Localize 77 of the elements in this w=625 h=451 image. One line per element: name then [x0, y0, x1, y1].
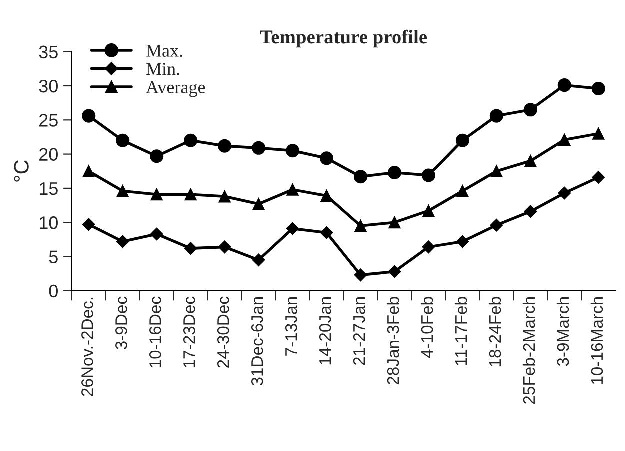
- point: [286, 144, 300, 158]
- point: [490, 218, 504, 232]
- point: [388, 265, 402, 278]
- point: [456, 235, 470, 248]
- point: [320, 152, 334, 166]
- point: [558, 78, 572, 92]
- point: [82, 218, 96, 232]
- point: [116, 185, 129, 198]
- y-tick-label: 25: [40, 114, 58, 127]
- y-tick-label: 20: [40, 148, 58, 162]
- point: [82, 109, 96, 123]
- y-tick-label: 15: [40, 182, 58, 196]
- x-tick-label: 21-27Jan: [353, 298, 366, 366]
- point: [184, 134, 198, 148]
- point: [422, 240, 436, 254]
- x-tick-label: 10-16Dec: [150, 296, 162, 368]
- point: [252, 141, 266, 155]
- legend-label: Average: [146, 81, 206, 98]
- point: [354, 220, 367, 232]
- x-tick-label: 3-9March: [556, 298, 570, 366]
- point: [150, 188, 163, 201]
- point: [490, 109, 504, 123]
- legend-label: Max.: [146, 44, 182, 58]
- x-tick-label: 18-24Feb: [488, 297, 502, 367]
- point: [320, 226, 334, 240]
- point: [150, 150, 164, 164]
- x-tick-label: 25Feb-2March: [522, 298, 536, 404]
- point: [116, 134, 130, 148]
- chart-title: Temperature profile: [260, 30, 428, 48]
- point: [422, 204, 435, 218]
- x-tick-label: 4-10Feb: [420, 297, 434, 358]
- point: [354, 268, 368, 282]
- x-tick-label: 7-13Jan: [285, 298, 298, 356]
- x-tick-label: 28Jan-3Feb: [386, 297, 400, 385]
- y-tick-label: 30: [39, 80, 58, 93]
- y-tick-label: 10: [40, 216, 58, 230]
- point: [218, 139, 232, 153]
- point: [524, 205, 538, 218]
- point: [524, 155, 537, 168]
- point: [116, 235, 130, 248]
- y-tick-label: 5: [49, 250, 58, 264]
- point: [252, 198, 265, 210]
- point: [320, 190, 333, 202]
- y-tick-label: 35: [39, 46, 58, 59]
- x-tick-label: 3-9Dec: [116, 296, 128, 350]
- point: [252, 254, 266, 267]
- x-tick-label: 31Dec-6Jan: [251, 298, 264, 386]
- x-tick-label: 11-17Feb: [454, 297, 468, 366]
- y-tick-label: 0: [49, 284, 58, 298]
- point: [286, 184, 299, 196]
- x-tick-label: 24-30Dec: [217, 296, 230, 368]
- x-tick-label: 10-16March: [590, 298, 604, 384]
- point: [592, 128, 605, 140]
- point: [422, 168, 436, 182]
- point: [286, 222, 300, 236]
- point: [150, 228, 164, 241]
- point: [388, 166, 402, 180]
- point: [218, 240, 232, 254]
- point: [388, 216, 401, 229]
- x-tick-label: 26Nov.-2Dec.: [82, 298, 94, 396]
- y-axis-title: °C: [14, 160, 29, 182]
- point: [456, 185, 469, 198]
- point: [456, 134, 470, 148]
- point: [82, 165, 95, 178]
- point: [490, 165, 503, 178]
- point: [354, 170, 368, 184]
- x-tick-label: 14-20Jan: [319, 298, 332, 365]
- legend-label: Min.: [146, 63, 180, 76]
- point: [592, 82, 606, 96]
- point: [558, 134, 571, 146]
- point: [218, 190, 231, 203]
- point: [592, 171, 606, 184]
- x-tick-label: 17-23Dec: [183, 296, 196, 368]
- point: [184, 188, 197, 201]
- point: [184, 242, 198, 255]
- point: [524, 103, 538, 117]
- point: [558, 186, 572, 200]
